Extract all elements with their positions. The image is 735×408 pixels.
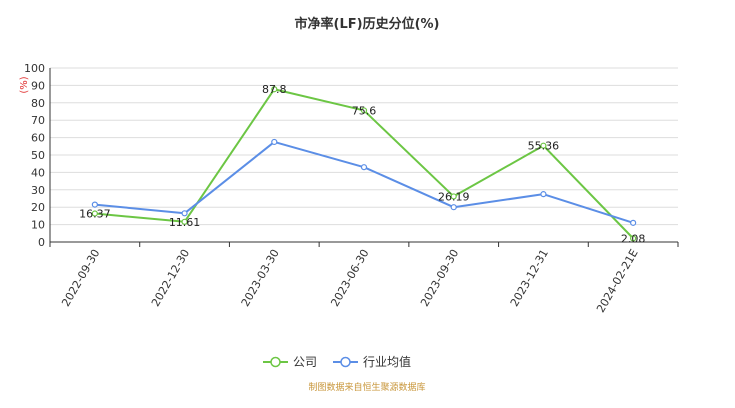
source-note: 制图数据来自恒生聚源数据库: [308, 381, 425, 393]
data-label-layer: 16.37 11.61 87.8 75.6 26.19 55.36 2.08: [79, 83, 645, 245]
data-point[interactable]: [91, 201, 98, 208]
data-label: 75.6: [352, 104, 377, 117]
legend-label: 行业均值: [363, 354, 411, 369]
data-point[interactable]: [450, 193, 457, 200]
legend-item-company[interactable]: 公司: [263, 355, 317, 369]
y-tick-label: 20: [31, 201, 45, 214]
data-point[interactable]: [271, 86, 278, 93]
series-layer: [91, 86, 637, 242]
legend-item-industry-average[interactable]: 行业均值: [333, 354, 411, 369]
y-tick-label: 50: [31, 149, 45, 162]
x-tick-label: 2022-09-30: [59, 247, 102, 309]
data-label: 11.61: [169, 216, 201, 229]
data-point[interactable]: [271, 138, 278, 146]
x-tick-label: 2022-12-30: [149, 247, 192, 309]
x-tick-label: 2023-12-31: [508, 247, 551, 309]
x-tick-label: 2023-06-30: [328, 247, 371, 309]
y-tick-label: 0: [38, 236, 45, 249]
data-label: 87.8: [262, 83, 287, 96]
data-point[interactable]: [91, 210, 98, 217]
x-tick-label: 2023-09-30: [418, 247, 461, 309]
data-point[interactable]: [360, 164, 368, 171]
data-point[interactable]: [630, 235, 637, 242]
data-label: 16.37: [79, 208, 111, 221]
legend[interactable]: 公司 行业均值: [263, 354, 411, 369]
data-point[interactable]: [540, 142, 547, 149]
y-tick-label: 70: [31, 114, 45, 127]
data-point[interactable]: [540, 191, 547, 198]
data-point[interactable]: [181, 218, 188, 225]
legend-swatch-marker: [340, 356, 351, 368]
chart-title: 市净率(LF)历史分位(%): [295, 16, 440, 32]
y-tick-label: 100: [24, 62, 45, 75]
x-tick-label: 2024-02-21E: [594, 247, 641, 315]
y-tick-label: 40: [31, 166, 45, 179]
y-tick-label: 30: [31, 184, 45, 197]
data-label: 2.08: [621, 232, 646, 245]
grid-layer: [50, 67, 678, 226]
data-point[interactable]: [450, 204, 457, 211]
y-tick-label: 10: [31, 219, 45, 232]
legend-swatch-marker: [270, 356, 281, 368]
y-tick-label: 90: [31, 79, 45, 92]
data-point[interactable]: [181, 210, 188, 217]
y-tick-label: 80: [31, 97, 45, 110]
data-point[interactable]: [630, 219, 637, 226]
data-label: 26.19: [438, 190, 470, 203]
legend-label: 公司: [293, 355, 317, 369]
data-label: 55.36: [528, 140, 560, 153]
data-point[interactable]: [360, 107, 368, 114]
y-tick-label: 60: [31, 132, 45, 145]
y-axis-unit-label: (%): [19, 76, 30, 93]
x-tick-label: 2023-03-30: [239, 247, 282, 309]
axis-layer: 0 10 20 30 40 50 60 70 80 90 100 2022-09-30 2022-12-…: [24, 62, 679, 315]
